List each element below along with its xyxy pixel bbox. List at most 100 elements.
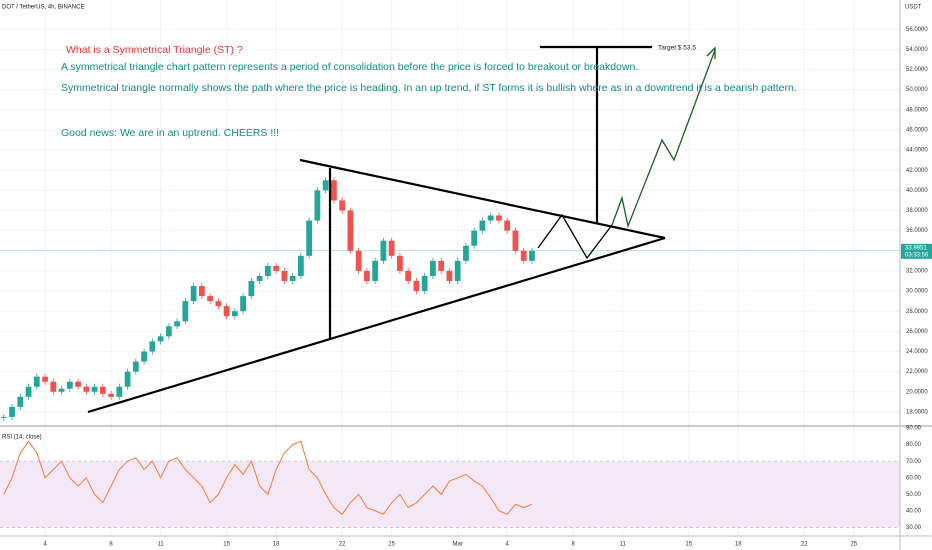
y-tick-label: 50.0000 [906,87,928,93]
candle-body [421,275,428,292]
candle-body [438,260,445,271]
target-label: Target $ 53.5 [658,45,696,52]
lower-trendline [87,236,666,414]
candle-body [273,265,280,271]
candle-body [116,386,123,397]
y-tick-label: 42.0000 [906,168,928,174]
candle-body [50,381,57,392]
candle-body [124,371,131,387]
y-tick-label: 32.0000 [906,268,928,274]
candle-body [306,220,313,256]
candle-body [380,240,387,261]
y-tick-label: 44.0000 [906,148,928,154]
projection-up [611,49,716,229]
candle-body [504,220,511,231]
rsi-band [0,461,900,528]
candle-body [215,301,222,307]
candle-body [355,250,362,271]
y-tick-label: 24.0000 [906,349,928,355]
note-heading: What is a Symmetrical Triangle (ST) ? [66,44,243,56]
candle-body [430,260,436,276]
candle-body [99,386,106,394]
candle-body [297,255,304,276]
x-tick-label: 15 [223,542,230,548]
candle-body [463,245,469,261]
candle-body [157,336,164,342]
candle-body [33,376,40,387]
candle-body [174,321,180,327]
note: Good news: We are in an uptrend. CHEERS … [61,127,279,139]
candle-body [322,180,329,191]
candle-body [108,393,114,397]
y-tick-label: 48.0000 [906,107,928,113]
rsi-tick-label: 40.00 [906,509,922,515]
x-tick-label: Mar [453,542,463,548]
candle-body [454,260,461,281]
rsi-label: RSI (14, close) [2,435,42,441]
candle-body [397,255,403,271]
candle-body [182,301,189,322]
y-tick-label: 38.0000 [906,208,928,214]
candle-body [231,311,238,317]
x-tick-label: 11 [620,542,627,548]
candle-body [496,215,502,221]
x-tick-label: 4 [43,542,47,548]
candle-body [141,351,147,362]
candle-body [372,260,379,281]
rsi-tick-label: 30.00 [906,525,922,531]
x-tick-label: 18 [273,542,280,548]
candle-body [364,270,370,281]
candle-body [413,280,420,292]
candle-body [91,386,98,392]
rsi-line [3,440,533,516]
candle-body [83,386,90,392]
candle-body [339,200,346,211]
arrow-head [706,46,716,59]
y-tick-label: 20.0000 [906,389,928,395]
candle-body [512,230,519,251]
rsi-tick-label: 80.00 [906,442,922,448]
y-tick-label: 52.0000 [906,67,928,73]
rsi-tick-label: 90.00 [906,426,922,432]
candle-body [529,250,535,261]
x-tick-label: 18 [735,542,742,548]
y-tick-label: 46.0000 [906,127,928,133]
candle-body [487,215,494,221]
x-tick-label: 22 [339,542,346,548]
candle-body [248,280,255,297]
y-tick-label: 18.0000 [906,409,928,415]
last-price-label: 33.9951 [905,245,927,251]
candle-body [190,286,197,302]
y-tick-label: 36.0000 [906,228,928,234]
note: Symmetrical triangle normally shows the … [61,82,797,94]
candle-body [314,190,321,221]
candle-body [0,416,7,418]
annotations [87,45,716,414]
candle-body [207,296,213,302]
candle-body [165,326,172,337]
candle-body [281,270,288,281]
x-tick-label: 22 [801,542,808,548]
candle-body [25,386,32,397]
y-tick-label: 26.0000 [906,329,928,335]
last-price-tag [901,243,932,259]
candle-body [347,210,354,251]
upper-trendline [299,158,666,240]
candle-body [264,265,271,276]
candle-body [75,381,81,387]
candle-body [388,240,395,256]
candle-body [17,396,24,407]
x-tick-label: 8 [109,542,113,548]
candle-body [58,388,65,392]
candle-body [520,250,527,261]
y-tick-label: 40.0000 [906,188,928,194]
y-tick-label: 56.0000 [906,27,928,33]
candle-body [198,286,205,297]
countdown: 03:33:56 [905,252,929,258]
marks [0,177,535,421]
candle-body [256,275,263,281]
candle-body [132,361,139,372]
candle-body [42,376,48,382]
currency: USDT [905,5,922,11]
